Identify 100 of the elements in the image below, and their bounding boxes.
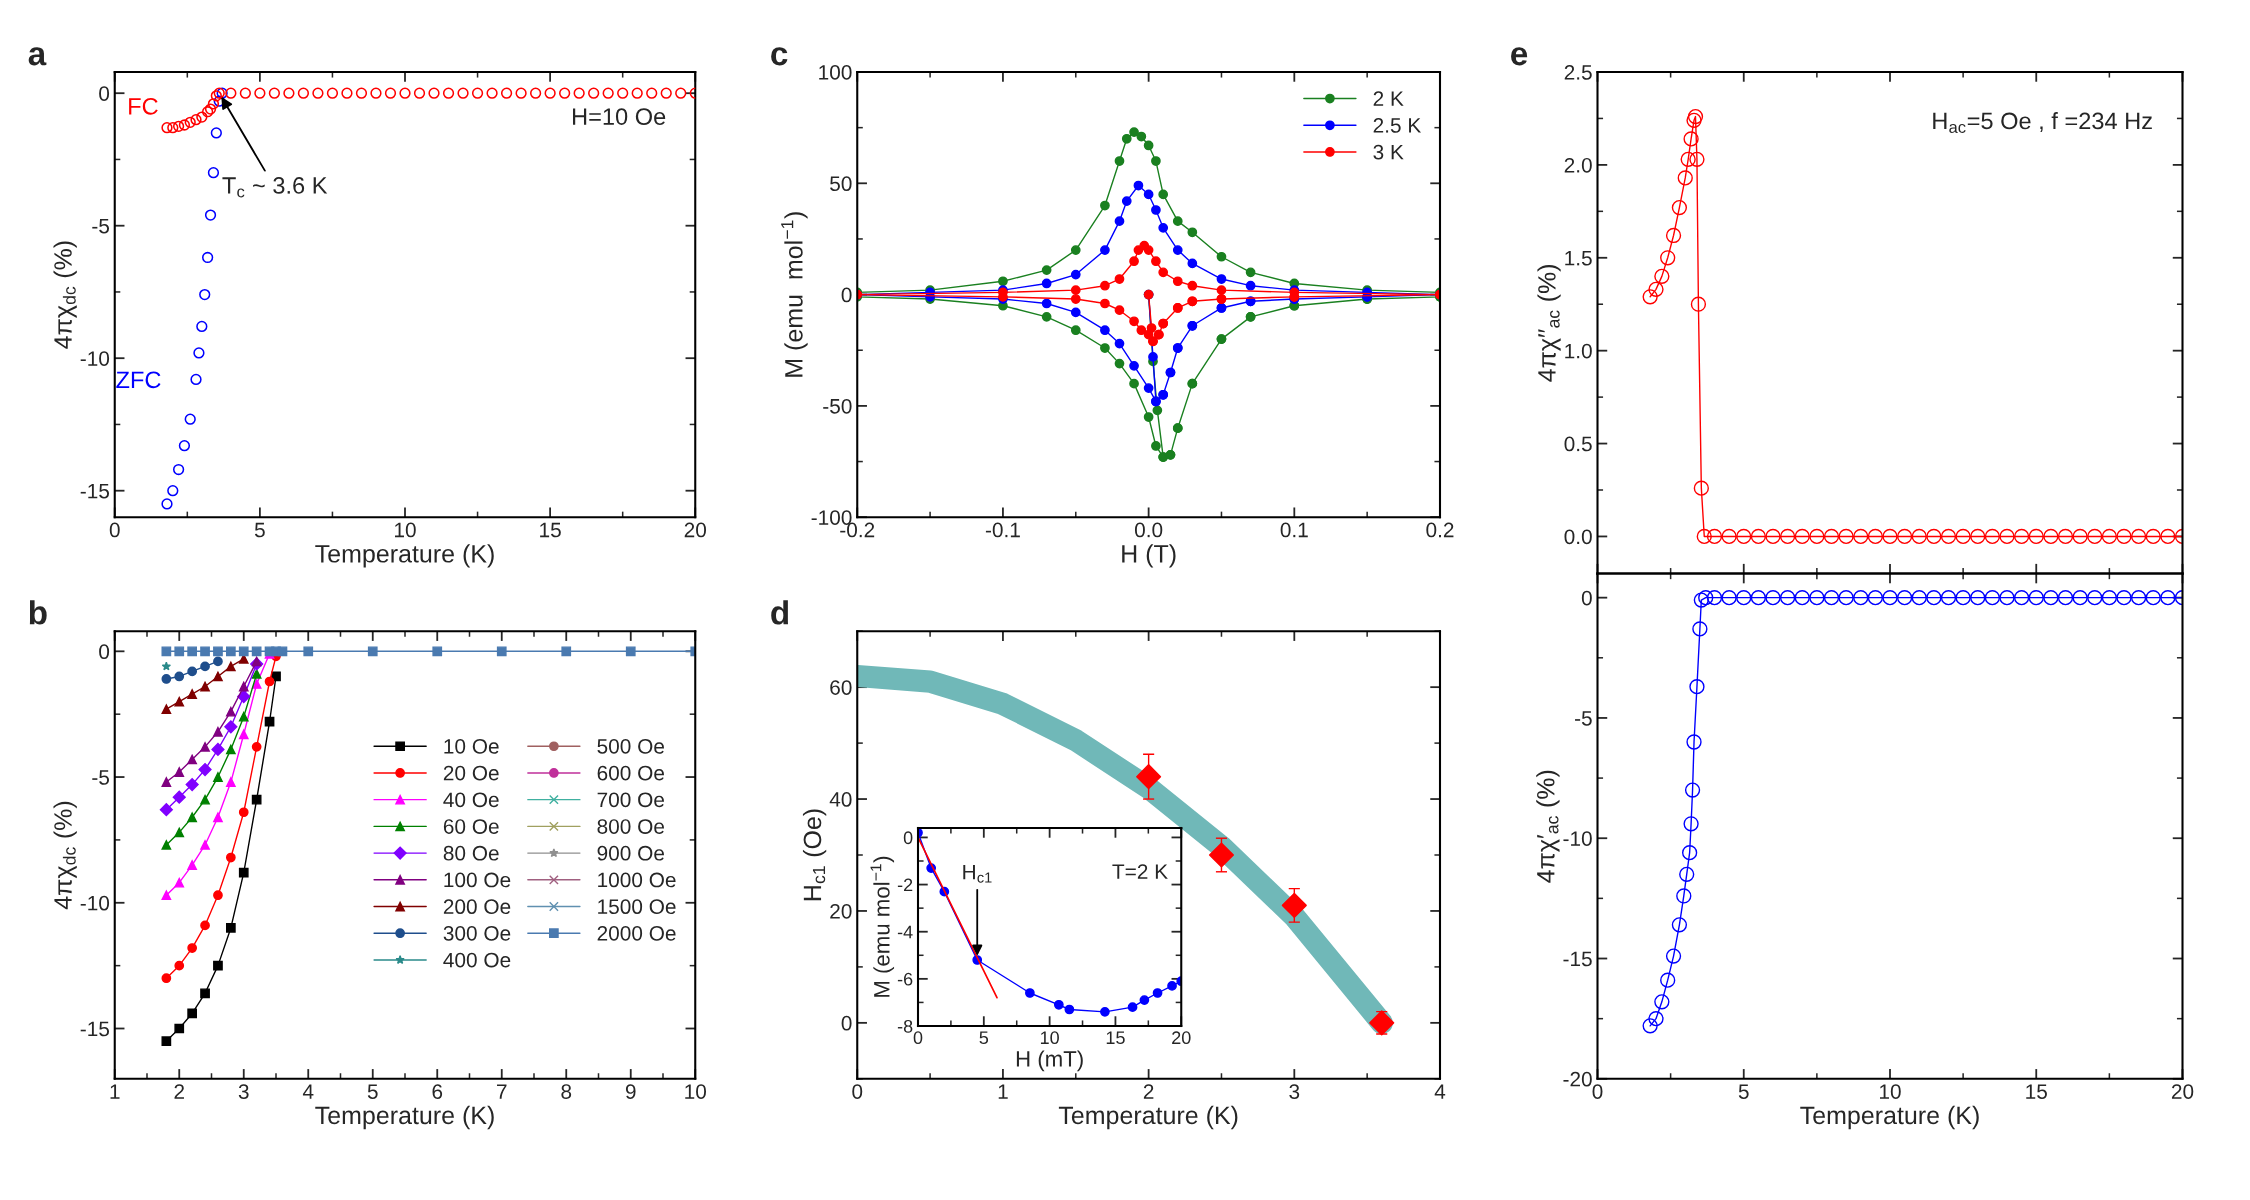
y-tick-label: 0 [99, 644, 110, 660]
x-axis-title: H (mT) [1016, 1050, 1083, 1072]
chart-title: e [1511, 47, 1528, 66]
x-tick-label: 15 [2026, 1084, 2047, 1099]
x-tick-label: 15 [1106, 1031, 1125, 1045]
x-tick-label: 6 [432, 1084, 443, 1099]
y-tick-label: -5 [92, 218, 110, 234]
y-tick-label: 0 [841, 287, 852, 303]
y-tick-label: 2.0 [1564, 157, 1592, 173]
y-tick-label: -5 [92, 770, 110, 785]
y-tick-label: 0.5 [1564, 436, 1592, 452]
legend-label: 2.5 K [1373, 118, 1422, 133]
annotation: H=10 Oe [573, 108, 666, 125]
x-tick-label: 3 [238, 1084, 249, 1099]
y-tick-label: 0 [1581, 590, 1592, 606]
y-axis-title: M (emu mol$^{−1}$) [781, 212, 808, 377]
y-tick-label: 50 [830, 176, 852, 192]
legend-label: 600 Oe [597, 765, 664, 781]
y-tick-label: -10 [80, 895, 110, 911]
x-tick-label: 0.0 [1134, 522, 1163, 538]
x-tick-label: 5 [254, 522, 265, 538]
y-tick-label: 100 [819, 65, 852, 80]
chart-title: b [29, 600, 47, 625]
legend-label: 3 K [1373, 144, 1404, 160]
legend-label: 300 Oe [443, 925, 511, 941]
x-tick-label: 20 [2171, 1084, 2194, 1099]
annotation: H$_{c1}$ [963, 864, 992, 883]
y-tick-label: 1.0 [1565, 343, 1592, 359]
y-tick-label: 1.5 [1565, 250, 1592, 266]
y-tick-label: 40 [829, 792, 852, 807]
series-label: FC [129, 97, 158, 115]
x-tick-label: 0 [1592, 1084, 1603, 1099]
legend-label: 400 Oe [443, 952, 511, 968]
y-axis-title: 4πχ′′$_{ac}$ (%) [1537, 265, 1561, 382]
x-tick-label: 0 [109, 522, 120, 538]
x-tick-label: 4 [302, 1084, 314, 1099]
x-tick-label: 0.2 [1426, 522, 1454, 538]
y-tick-label: -50 [823, 398, 852, 414]
y-tick-label: -2 [897, 878, 913, 892]
y-axis-title: 4πχ$_{dc}$ (%) [53, 801, 77, 910]
y-tick-label: -15 [80, 483, 110, 499]
x-tick-label: 5 [979, 1031, 989, 1045]
y-tick-label: 60 [830, 680, 852, 695]
y-tick-label: -6 [897, 972, 913, 986]
x-tick-label: -0.1 [985, 522, 1020, 538]
y-tick-label: 20 [830, 903, 852, 919]
x-tick-label: 3 [1289, 1084, 1300, 1099]
chart-title: d [771, 600, 788, 625]
legend-label: 20 Oe [443, 765, 499, 781]
chart-title: c [771, 47, 788, 66]
y-tick-label: -10 [80, 351, 110, 366]
legend-label: 40 Oe [443, 792, 499, 808]
legend-label: 60 Oe [443, 819, 499, 834]
y-axis-title: M (emu mol$^{−1}$) [870, 856, 895, 997]
y-tick-label: 0 [841, 1015, 852, 1031]
legend-label: 800 Oe [597, 819, 664, 834]
x-tick-label: 10 [685, 1084, 707, 1099]
legend-label: 2000 Oe [597, 925, 676, 941]
y-tick-label: -4 [897, 925, 913, 939]
x-tick-label: 0 [852, 1084, 863, 1099]
y-axis-title: 4πχ$_{dc}$ (%) [53, 241, 77, 349]
x-tick-label: 10 [1880, 1084, 1901, 1099]
x-tick-label: 7 [497, 1084, 507, 1099]
y-tick-label: -5 [1575, 711, 1592, 726]
legend-label: 1000 Oe [598, 872, 676, 888]
x-tick-label: 20 [1172, 1031, 1191, 1045]
legend-label: 2 K [1373, 91, 1404, 106]
x-tick-label: 0 [913, 1031, 923, 1045]
legend-label: 900 Oe [597, 845, 664, 861]
x-axis-title: Temperature (K) [1058, 1105, 1238, 1130]
x-tick-label: 9 [625, 1084, 636, 1099]
legend-label: 80 Oe [443, 845, 499, 861]
x-tick-label: 0.1 [1280, 522, 1308, 538]
legend-label: 10 Oe [444, 738, 499, 754]
x-axis-title: Temperature (K) [1800, 1105, 1979, 1130]
annotation: T$_{c}$ ~ 3.6 K [222, 177, 328, 198]
y-tick-label: 0 [99, 86, 110, 101]
x-tick-label: 2 [1143, 1084, 1154, 1099]
y-tick-label: -8 [897, 1019, 913, 1033]
y-tick-label: -15 [1563, 951, 1592, 967]
x-tick-label: 5 [1738, 1084, 1749, 1099]
y-tick-label: -20 [1563, 1071, 1592, 1087]
x-axis-title: Temperature (K) [315, 1105, 494, 1130]
x-tick-label: 4 [1434, 1084, 1446, 1099]
x-tick-label: 1 [110, 1084, 120, 1099]
y-axis-title: H$_{c1}$ (Oe) [802, 809, 827, 901]
x-tick-label: 10 [1040, 1031, 1059, 1045]
legend-label: 500 Oe [597, 738, 664, 754]
y-tick-label: 2.5 [1564, 65, 1592, 80]
annotation: H$_{ac}$=5 Oe , f =234 Hz [1933, 112, 2152, 133]
series-label: ZFC [116, 371, 161, 389]
annotation: T=2 K [1112, 864, 1168, 879]
legend-label: 1500 Oe [598, 899, 676, 915]
x-tick-label: 2 [174, 1084, 184, 1099]
y-tick-label: 0 [903, 831, 913, 845]
legend-label: 100 Oe [444, 872, 511, 888]
x-tick-label: 5 [367, 1084, 378, 1099]
x-axis-title: H (T) [1122, 544, 1176, 568]
x-tick-label: 10 [395, 522, 416, 538]
chart-title: a [28, 47, 47, 66]
